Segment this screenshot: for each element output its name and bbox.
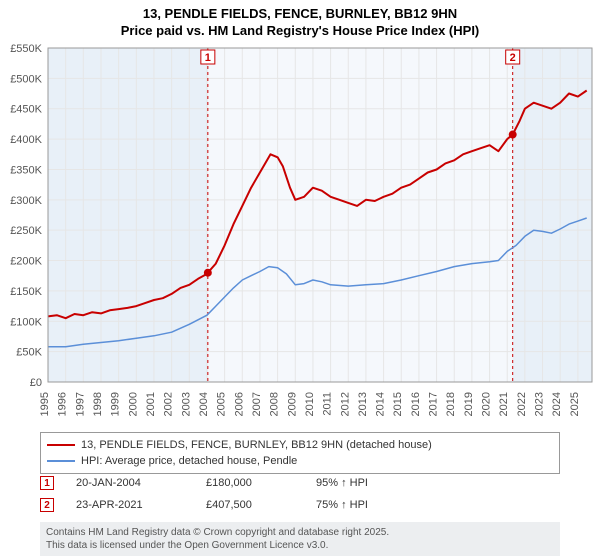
sale-date: 20-JAN-2004 (76, 477, 206, 489)
svg-text:£50K: £50K (16, 346, 42, 358)
svg-text:1996: 1996 (57, 392, 69, 416)
sale-price: £180,000 (206, 477, 316, 489)
svg-text:1999: 1999 (110, 392, 122, 416)
svg-text:2017: 2017 (428, 392, 440, 416)
svg-text:2024: 2024 (551, 392, 563, 416)
svg-text:2011: 2011 (322, 392, 334, 416)
svg-text:£250K: £250K (10, 225, 42, 237)
svg-text:£0: £0 (30, 377, 42, 389)
svg-text:2001: 2001 (145, 392, 157, 416)
svg-text:2014: 2014 (375, 392, 387, 416)
legend: 13, PENDLE FIELDS, FENCE, BURNLEY, BB12 … (40, 432, 560, 474)
svg-text:£350K: £350K (10, 164, 42, 176)
legend-label: HPI: Average price, detached house, Pend… (81, 455, 297, 467)
chart-svg: £0 £50K £100K £150K £200K £250K £300K £350K £400… (0, 42, 600, 427)
sale-hpi: 95% ↑ HPI (316, 477, 368, 489)
chart-area: £0 £50K £100K £150K £200K £250K £300K £350K £400… (0, 42, 600, 427)
svg-text:1: 1 (205, 52, 211, 64)
chart-container: 13, PENDLE FIELDS, FENCE, BURNLEY, BB12 … (0, 0, 600, 560)
title-line2: Price paid vs. HM Land Registry's House … (0, 23, 600, 40)
sale-marker: 1 (40, 476, 54, 490)
svg-text:£450K: £450K (10, 104, 42, 116)
sale-row: 2 23-APR-2021£407,50075% ↑ HPI (40, 498, 560, 512)
svg-text:2016: 2016 (410, 392, 422, 416)
sale-price: £407,500 (206, 499, 316, 511)
svg-text:2009: 2009 (286, 392, 298, 416)
footer: Contains HM Land Registry data © Crown c… (40, 522, 560, 556)
svg-text:£500K: £500K (10, 73, 42, 85)
svg-text:2007: 2007 (251, 392, 263, 416)
sale-row: 1 20-JAN-2004£180,00095% ↑ HPI (40, 476, 560, 490)
title-line1: 13, PENDLE FIELDS, FENCE, BURNLEY, BB12 … (0, 6, 600, 23)
svg-text:1995: 1995 (39, 392, 51, 416)
svg-text:2006: 2006 (233, 392, 245, 416)
svg-text:2025: 2025 (569, 392, 581, 416)
svg-text:£100K: £100K (10, 316, 42, 328)
legend-swatch (47, 444, 75, 446)
svg-text:2003: 2003 (180, 392, 192, 416)
svg-text:£150K: £150K (10, 286, 42, 298)
svg-text:2022: 2022 (516, 392, 528, 416)
svg-text:£400K: £400K (10, 134, 42, 146)
svg-text:2: 2 (510, 52, 516, 64)
svg-text:2020: 2020 (481, 392, 493, 416)
sale-hpi: 75% ↑ HPI (316, 499, 368, 511)
svg-text:£550K: £550K (10, 43, 42, 55)
sale-date: 23-APR-2021 (76, 499, 206, 511)
footer-line2: This data is licensed under the Open Gov… (46, 539, 554, 552)
svg-text:2019: 2019 (463, 392, 475, 416)
svg-text:1997: 1997 (74, 392, 86, 416)
title-block: 13, PENDLE FIELDS, FENCE, BURNLEY, BB12 … (0, 0, 600, 42)
svg-text:£300K: £300K (10, 195, 42, 207)
svg-text:1998: 1998 (92, 392, 104, 416)
svg-text:2018: 2018 (445, 392, 457, 416)
svg-text:2015: 2015 (392, 392, 404, 416)
legend-row: 13, PENDLE FIELDS, FENCE, BURNLEY, BB12 … (47, 437, 553, 453)
svg-text:2002: 2002 (163, 392, 175, 416)
footer-line1: Contains HM Land Registry data © Crown c… (46, 526, 554, 539)
svg-text:£200K: £200K (10, 255, 42, 267)
legend-row: HPI: Average price, detached house, Pend… (47, 453, 553, 469)
svg-text:2000: 2000 (127, 392, 139, 416)
legend-swatch (47, 460, 75, 462)
legend-label: 13, PENDLE FIELDS, FENCE, BURNLEY, BB12 … (81, 439, 432, 451)
svg-text:2013: 2013 (357, 392, 369, 416)
svg-text:2004: 2004 (198, 392, 210, 416)
sale-marker: 2 (40, 498, 54, 512)
svg-text:2023: 2023 (534, 392, 546, 416)
svg-text:2021: 2021 (498, 392, 510, 416)
svg-text:2008: 2008 (269, 392, 281, 416)
svg-text:2010: 2010 (304, 392, 316, 416)
svg-text:2005: 2005 (216, 392, 228, 416)
svg-text:2012: 2012 (339, 392, 351, 416)
